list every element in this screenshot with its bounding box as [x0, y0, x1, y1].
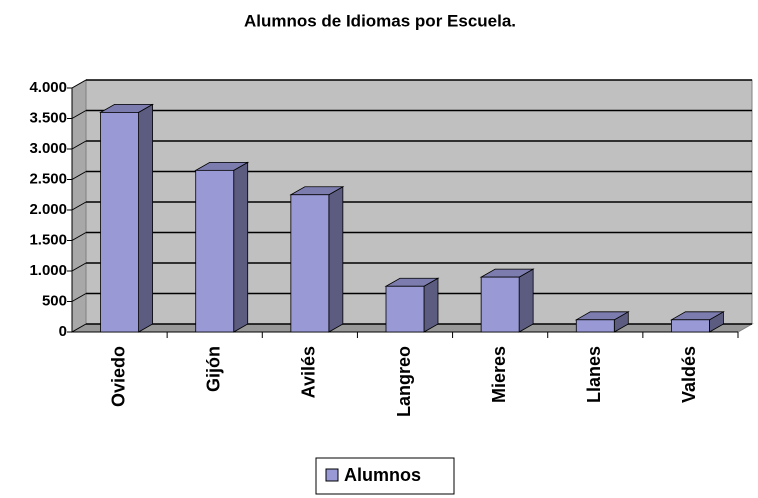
- grid-line-side: [71, 110, 87, 119]
- y-tick-label: 2.000: [29, 201, 67, 218]
- bar-front: [100, 112, 139, 333]
- bar-front: [385, 285, 425, 333]
- x-tick-label: Gijón: [203, 346, 223, 392]
- x-tick-label: Llanes: [584, 346, 604, 403]
- bar-side: [518, 268, 534, 333]
- y-tick-label: 500: [42, 292, 67, 309]
- bar-front: [480, 276, 520, 333]
- grid-line-side: [71, 293, 87, 302]
- bar-side: [423, 277, 439, 333]
- x-tick-label: Langreo: [394, 346, 414, 417]
- grid-line-side: [71, 171, 87, 180]
- bar: [384, 277, 440, 333]
- x-tick-label: Avilés: [299, 346, 319, 398]
- bar: [479, 268, 535, 333]
- legend-swatch: [325, 468, 339, 482]
- x-tick-label: Oviedo: [108, 346, 128, 407]
- y-tick-label: 0: [59, 323, 67, 340]
- grid-line-side: [71, 79, 87, 89]
- bar: [289, 186, 345, 333]
- y-tick-label: 3.500: [29, 109, 67, 126]
- bar-side: [328, 186, 344, 333]
- chart-title: Alumnos de Idiomas por Escuela.: [244, 11, 516, 30]
- y-tick-label: 3.000: [29, 140, 67, 157]
- y-tick-label: 1.500: [29, 231, 67, 248]
- y-tick-label: 2.500: [29, 170, 67, 187]
- grid-line-side: [71, 262, 87, 272]
- bar-front: [575, 319, 615, 333]
- x-tick-label: Mieres: [489, 346, 509, 403]
- y-tick-label: 4.000: [29, 79, 67, 96]
- bar-front: [195, 169, 235, 333]
- grid-line-side: [71, 323, 87, 333]
- grid-line-side: [71, 140, 87, 150]
- legend-label: Alumnos: [344, 465, 421, 485]
- bar: [194, 161, 250, 333]
- bar-side: [138, 103, 153, 333]
- bar-front: [671, 319, 710, 333]
- grid-line-side: [71, 232, 87, 241]
- legend-box: [315, 457, 455, 495]
- x-tick-label: Valdés: [679, 346, 699, 403]
- legend: Alumnos: [315, 457, 455, 495]
- bar-side: [233, 161, 249, 333]
- bar: [574, 311, 630, 333]
- bar: [99, 103, 155, 333]
- y-tick-label: 1.000: [29, 262, 67, 279]
- bar-front: [290, 194, 330, 333]
- bar: [669, 311, 725, 333]
- grid-line-side: [71, 201, 87, 211]
